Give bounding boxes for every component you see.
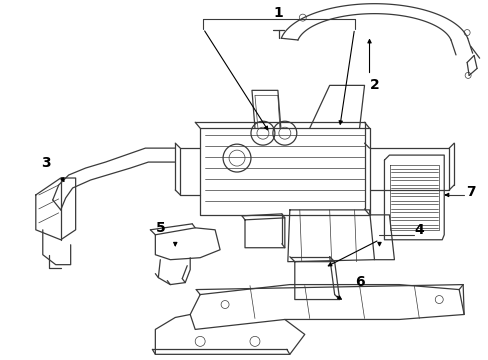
Text: 5: 5 — [155, 221, 165, 235]
Text: 2: 2 — [369, 78, 379, 93]
Text: 7: 7 — [466, 185, 475, 199]
Text: 6: 6 — [354, 275, 364, 289]
Text: 3: 3 — [41, 156, 50, 170]
Text: 1: 1 — [272, 6, 282, 20]
Text: 4: 4 — [414, 223, 423, 237]
